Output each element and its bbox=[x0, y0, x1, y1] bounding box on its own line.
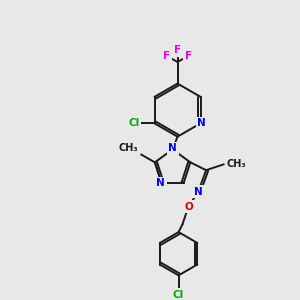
Text: Cl: Cl bbox=[128, 118, 140, 128]
Text: F: F bbox=[163, 51, 170, 61]
Text: O: O bbox=[184, 202, 193, 212]
Text: F: F bbox=[174, 45, 181, 55]
Text: Cl: Cl bbox=[173, 290, 184, 300]
Text: F: F bbox=[185, 51, 192, 61]
Text: CH₃: CH₃ bbox=[118, 143, 138, 154]
Text: N: N bbox=[197, 118, 206, 128]
Text: N: N bbox=[168, 143, 177, 153]
Text: N: N bbox=[194, 187, 203, 197]
Text: CH₃: CH₃ bbox=[227, 159, 246, 169]
Text: N: N bbox=[156, 178, 165, 188]
